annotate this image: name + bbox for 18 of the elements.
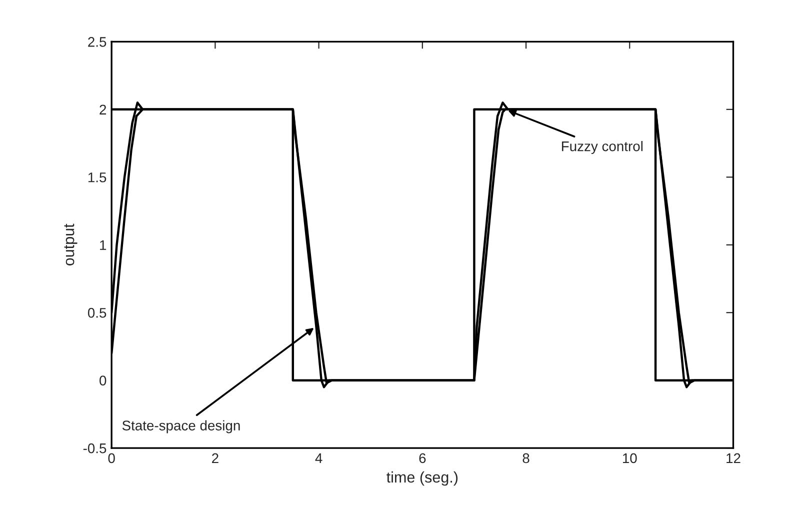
y-axis-title: output [64, 224, 78, 266]
annotation: Fuzzy control [562, 141, 643, 154]
y-tick-label: 0.5 [88, 308, 106, 318]
x-tick-label: 0 [108, 453, 115, 464]
x-tick-label: 10 [622, 453, 637, 464]
annotation: State-space design [122, 420, 240, 434]
y-tick-label: 0 [100, 376, 106, 386]
y-tick-label: 1 [100, 240, 106, 250]
y-tick-label: -0.5 [83, 443, 106, 454]
x-tick-label: 8 [522, 453, 530, 464]
x-tick-label: 4 [315, 453, 322, 463]
x-tick-label: 6 [419, 453, 426, 464]
y-tick-label: 2.5 [88, 37, 106, 47]
y-tick-label: 1.5 [88, 172, 106, 182]
x-tick-label: 2 [212, 453, 218, 463]
y-tick-label: 2 [100, 104, 106, 114]
x-axis-title: time (seg.) [386, 471, 458, 486]
x-tick-label: 12 [726, 453, 740, 463]
